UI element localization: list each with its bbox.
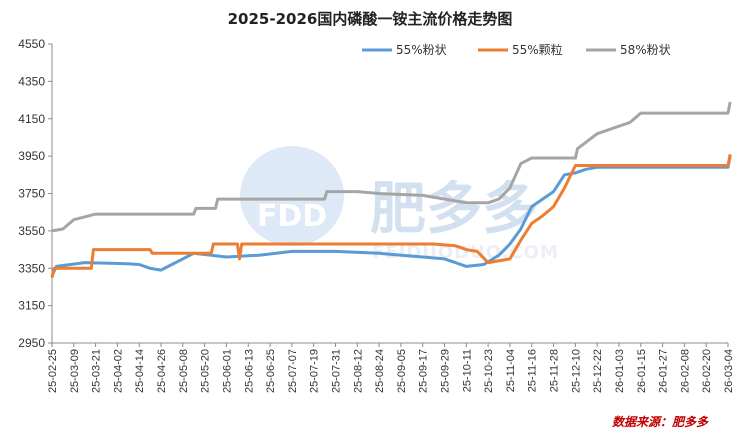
y-axis: 2950 3150 3350 3550 3750 3950 4150 4350 4550: [18, 37, 53, 350]
series-line-2: [51, 101, 732, 233]
x-tick-label: 25-07-19: [309, 349, 321, 393]
x-tick-label: 25-02-25: [47, 349, 59, 393]
legend: 55%粉状 55%颗粒 58%粉状: [362, 42, 671, 57]
series-line-1: [50, 154, 732, 278]
y-tick-label: 4550: [18, 37, 45, 51]
y-tick-label: 4150: [18, 112, 45, 126]
x-tick-label: 25-09-05: [396, 349, 408, 393]
x-tick-labels: 25-02-25 25-03-09 25-03-21 25-04-02 25-04-14…: [47, 343, 735, 393]
x-tick-label: 25-07-07: [287, 349, 299, 393]
x-tick-label: 25-10-23: [483, 349, 495, 393]
legend-label-2: 58%粉状: [620, 43, 671, 57]
x-tick-label: 25-11-16: [527, 349, 539, 392]
x-tick-label: 25-06-25: [265, 349, 277, 393]
x-tick-label: 25-12-22: [592, 349, 604, 393]
y-tick-label: 3750: [18, 187, 45, 201]
x-tick-label: 25-09-17: [418, 349, 430, 393]
watermark-drop-icon: [240, 146, 344, 246]
x-tick-label: 25-03-09: [69, 349, 81, 393]
x-tick-label: 26-02-20: [701, 349, 713, 393]
legend-label-1: 55%颗粒: [512, 42, 563, 57]
x-tick-label: 25-05-20: [200, 349, 212, 393]
x-tick-label: 25-04-14: [134, 349, 146, 393]
x-tick-label: 26-01-03: [614, 349, 626, 393]
y-tick-labels: 2950 3150 3350 3550 3750 3950 4150 4350 4550: [18, 37, 52, 350]
y-tick-label: 3350: [18, 261, 45, 275]
x-tick-label: 25-03-21: [91, 349, 103, 393]
x-tick-label: 25-07-31: [330, 349, 342, 393]
legend-label-0: 55%粉状: [396, 43, 447, 57]
x-axis: 25-02-25 25-03-09 25-03-21 25-04-02 25-04-14…: [47, 342, 735, 393]
plot-series: [50, 101, 732, 278]
watermark-logo-text: FDD: [257, 199, 327, 234]
y-tick-label: 3150: [18, 299, 45, 313]
x-tick-label: 25-06-01: [221, 349, 233, 393]
x-tick-label: 25-08-12: [352, 349, 364, 393]
x-tick-label: 26-01-15: [636, 349, 648, 393]
x-tick-label: 25-04-02: [112, 349, 124, 393]
x-tick-label: 26-03-04: [723, 349, 735, 393]
y-tick-label: 2950: [18, 336, 45, 350]
watermark-brand-text: 肥多多: [370, 177, 538, 242]
y-tick-label: 3950: [18, 149, 45, 163]
x-tick-label: 25-11-04: [505, 349, 517, 392]
x-tick-label: 25-08-24: [374, 349, 386, 393]
x-tick-label: 26-02-08: [679, 349, 691, 393]
x-tick-label: 25-10-11: [461, 349, 473, 392]
x-tick-label: 25-09-29: [440, 349, 452, 393]
x-tick-label: 25-11-28: [549, 349, 561, 392]
y-tick-label: 3550: [18, 224, 45, 238]
x-tick-label: 26-01-27: [658, 349, 670, 393]
x-tick-label: 25-06-13: [243, 349, 255, 393]
data-source-note: 数据来源：肥多多: [612, 415, 709, 429]
x-tick-label: 25-12-10: [570, 349, 582, 393]
x-tick-label: 25-04-26: [156, 349, 168, 393]
y-tick-label: 4350: [18, 74, 45, 88]
x-tick-label: 25-05-08: [178, 349, 190, 393]
chart-title: 2025-2026国内磷酸一铵主流价格走势图: [228, 10, 513, 28]
